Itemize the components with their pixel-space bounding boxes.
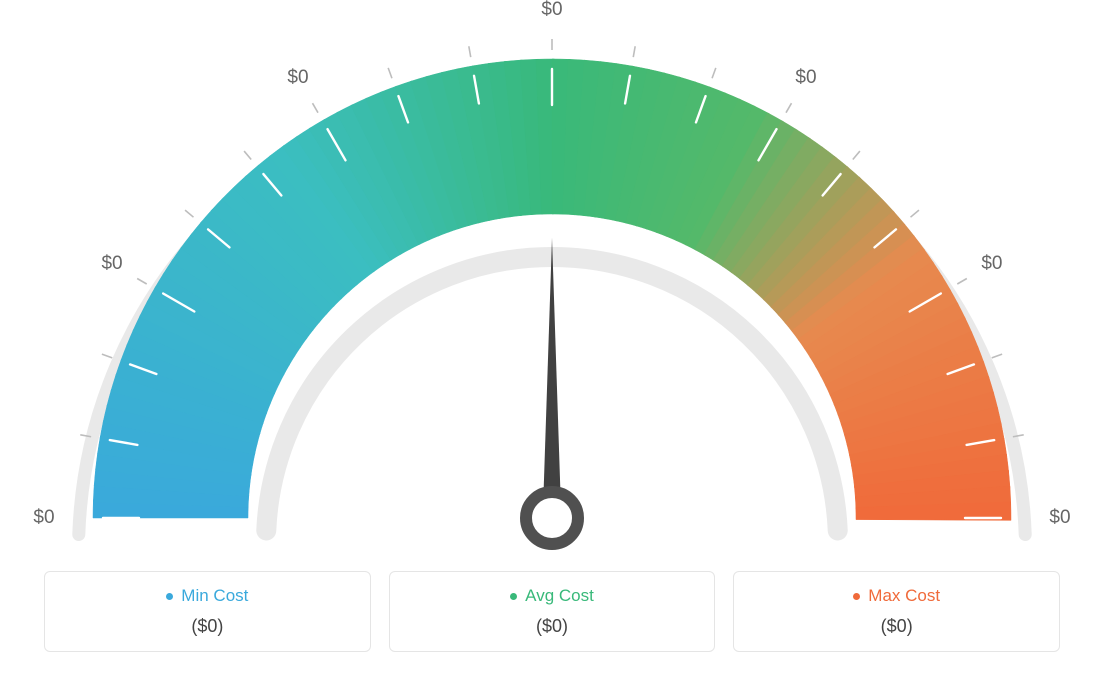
- legend-label-min: Min Cost: [181, 586, 248, 606]
- gauge-tick-label: $0: [541, 0, 562, 21]
- legend-label-max: Max Cost: [868, 586, 940, 606]
- legend-value-avg: ($0): [400, 616, 705, 637]
- legend-dot-max: [853, 593, 860, 600]
- gauge-svg: [32, 8, 1072, 563]
- legend-title-max: Max Cost: [853, 586, 940, 606]
- gauge-tick-label: $0: [101, 253, 122, 275]
- legend-value-max: ($0): [744, 616, 1049, 637]
- gauge-tick-label: $0: [795, 67, 816, 89]
- gauge-area: $0$0$0$0$0$0$0: [32, 8, 1072, 563]
- gauge-tick-label: $0: [1049, 507, 1070, 529]
- gauge-tick-label: $0: [287, 67, 308, 89]
- legend-title-min: Min Cost: [166, 586, 248, 606]
- cost-gauge-chart: $0 $0 $0 $0 $0 $0 $0 Min Cost ($0) Avg Cost ($…: [0, 0, 1104, 690]
- legend-value-min: ($0): [55, 616, 360, 637]
- legend-row: Min Cost ($0) Avg Cost ($0) Max Cost ($0…: [22, 571, 1082, 652]
- legend-card-min: Min Cost ($0): [44, 571, 371, 652]
- legend-card-avg: Avg Cost ($0): [389, 571, 716, 652]
- gauge-tick-label: $0: [33, 507, 54, 529]
- legend-title-avg: Avg Cost: [510, 586, 594, 606]
- legend-label-avg: Avg Cost: [525, 586, 594, 606]
- gauge-tick-label: $0: [981, 253, 1002, 275]
- legend-dot-min: [166, 593, 173, 600]
- legend-card-max: Max Cost ($0): [733, 571, 1060, 652]
- legend-dot-avg: [510, 593, 517, 600]
